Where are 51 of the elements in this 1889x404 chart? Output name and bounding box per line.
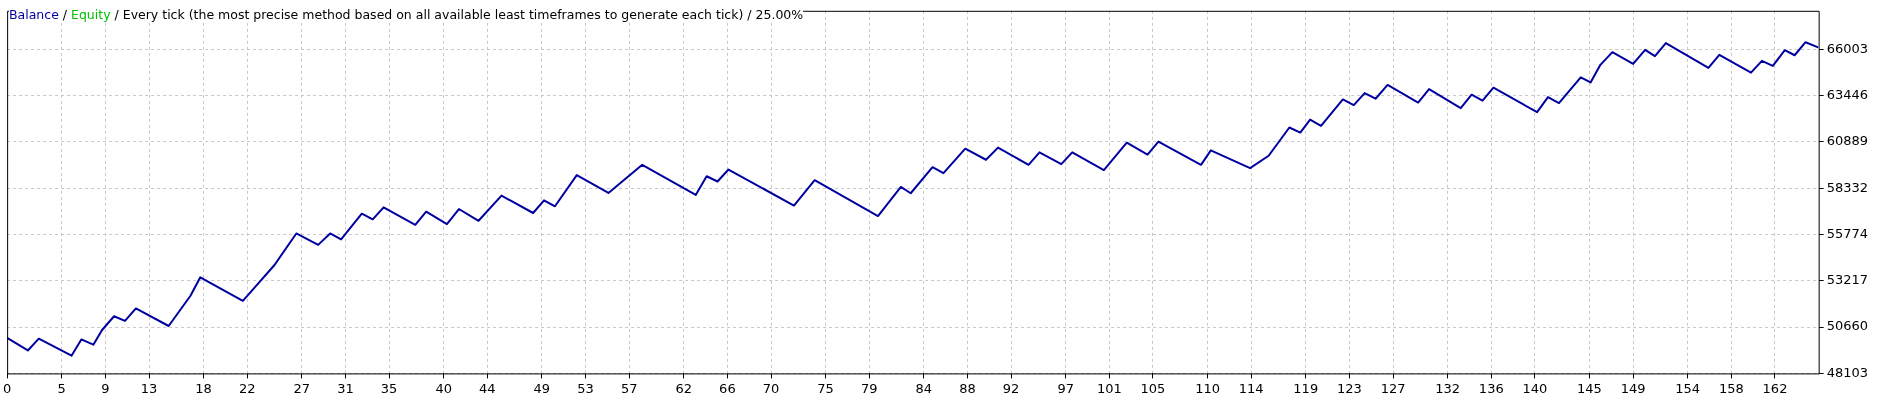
x-tick-label: 140 — [1522, 380, 1548, 396]
x-tick-label: 0 — [2, 380, 12, 396]
x-tick-label: 114 — [1238, 380, 1264, 396]
legend-title: / — [62, 7, 68, 22]
y-tick-label: 60889 — [1826, 133, 1868, 149]
text: / — [114, 7, 119, 22]
y-tick-label: 66003 — [1826, 40, 1868, 56]
x-tick-label: 119 — [1293, 380, 1319, 396]
x-tick-label: 154 — [1675, 380, 1701, 396]
x-tick-label: 145 — [1577, 380, 1602, 396]
x-tick-label: 40 — [435, 380, 452, 396]
x-tick-label: 44 — [479, 380, 496, 396]
x-tick-label: 132 — [1435, 380, 1461, 396]
x-tick-label: 127 — [1380, 380, 1406, 396]
x-tick-label: 9 — [101, 380, 110, 396]
y-tick-label: 58332 — [1826, 179, 1868, 195]
x-tick-label: 149 — [1620, 380, 1646, 396]
x-tick-label: 136 — [1478, 380, 1504, 396]
x-tick-label: 49 — [533, 380, 551, 396]
x-tick-label: 5 — [57, 380, 66, 396]
x-tick-label: 162 — [1762, 380, 1788, 396]
x-tick-label: 22 — [238, 380, 256, 396]
x-tick-label: 79 — [860, 380, 878, 396]
y-tick-label: 53217 — [1826, 272, 1868, 288]
y-tick-label: 63446 — [1826, 86, 1868, 102]
x-tick-label: 123 — [1336, 380, 1362, 396]
x-tick-label: 31 — [337, 380, 354, 396]
x-tick-label: 66 — [719, 380, 736, 396]
x-tick-label: 18 — [195, 380, 212, 396]
x-tick-label: 101 — [1096, 380, 1122, 396]
y-tick-label: 50660 — [1826, 318, 1868, 334]
y-tick-label: 48103 — [1826, 364, 1868, 380]
y-tick-label: 55774 — [1826, 225, 1868, 241]
x-tick-label: 62 — [675, 380, 692, 396]
x-tick-label: 110 — [1195, 380, 1220, 396]
legend-label: Equity — [71, 7, 111, 22]
x-tick-label: 27 — [293, 380, 311, 396]
x-tick-label: 84 — [915, 380, 933, 396]
text: Balance — [9, 7, 59, 22]
x-tick-label: 92 — [1002, 380, 1020, 396]
x-tick-label: 105 — [1140, 380, 1166, 396]
x-tick-label: 57 — [620, 380, 638, 396]
chart-subtitle: Every tick (the most precise method based on all available least timeframes to generate each tick) / 25.00% — [122, 7, 804, 22]
x-tick-label: 88 — [959, 380, 976, 396]
x-tick-label: 75 — [817, 380, 834, 396]
x-tick-label: 35 — [380, 380, 398, 396]
x-tick-label: 97 — [1057, 380, 1074, 396]
x-tick-label: 158 — [1718, 380, 1744, 396]
x-tick-label: 13 — [140, 380, 158, 396]
x-tick-label: 53 — [577, 380, 594, 396]
x-tick-label: 70 — [762, 380, 780, 396]
